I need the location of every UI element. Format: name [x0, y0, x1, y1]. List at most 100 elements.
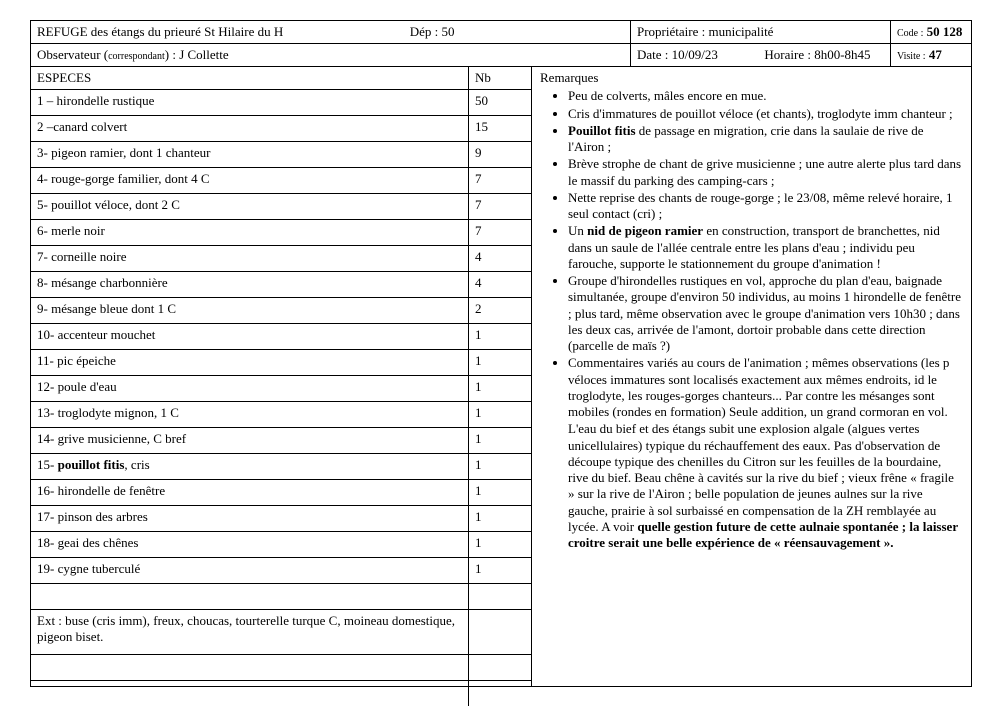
table-row: 7- corneille noire4 [31, 246, 531, 272]
species-nb: 1 [469, 506, 532, 532]
species-name: 13- troglodyte mignon, 1 C [31, 402, 469, 428]
date-text: Date : 10/09/23 [637, 47, 718, 62]
remark-item: Pouillot fitis de passage en migration, … [568, 123, 963, 156]
species-nb [469, 681, 532, 707]
species-name: 1 – hirondelle rustique [31, 90, 469, 116]
header-row-2: Observateur (correspondant) : J Collette… [31, 44, 971, 67]
species-nb: 7 [469, 168, 532, 194]
table-row: Ext : buse (cris imm), freux, choucas, t… [31, 610, 531, 655]
species-nb: 1 [469, 350, 532, 376]
table-row: 1 – hirondelle rustique50 [31, 90, 531, 116]
table-row: 15- pouillot fitis, cris1 [31, 454, 531, 480]
remarks-column: Remarques Peu de colverts, mâles encore … [532, 67, 971, 686]
table-row: 3- pigeon ramier, dont 1 chanteur9 [31, 142, 531, 168]
table-row: 2 –canard colvert15 [31, 116, 531, 142]
col-nb: Nb [469, 67, 532, 90]
species-name: 18- geai des chênes [31, 532, 469, 558]
species-nb: 2 [469, 298, 532, 324]
remark-item: Commentaires variés au cours de l'animat… [568, 355, 963, 420]
observateur-small: correspondant [108, 51, 165, 62]
proprietaire-text: Propriétaire : municipalité [637, 24, 773, 39]
species-name: 7- corneille noire [31, 246, 469, 272]
species-nb: 15 [469, 116, 532, 142]
species-nb: 4 [469, 246, 532, 272]
species-name: 16- hirondelle de fenêtre [31, 480, 469, 506]
horaire-text: Horaire : 8h00-8h45 [764, 47, 870, 62]
table-row: 17- pinson des arbres1 [31, 506, 531, 532]
species-name: 6- merle noir [31, 220, 469, 246]
table-row: 16- hirondelle de fenêtre1 [31, 480, 531, 506]
visite-cell: Visite : 47 [891, 44, 971, 66]
code-value: 50 128 [927, 24, 963, 39]
form-frame: REFUGE des étangs du prieuré St Hilaire … [30, 20, 972, 687]
species-name: 2 –canard colvert [31, 116, 469, 142]
table-row: 9- mésange bleue dont 1 C2 [31, 298, 531, 324]
remarks-title: Remarques [540, 70, 963, 86]
species-name: 3- pigeon ramier, dont 1 chanteur [31, 142, 469, 168]
table-row: 11- pic épeiche1 [31, 350, 531, 376]
species-nb: 7 [469, 220, 532, 246]
table-row: 19- cygne tuberculé1 [31, 558, 531, 584]
species-name [31, 655, 469, 681]
species-name: 19- cygne tuberculé [31, 558, 469, 584]
species-nb: 1 [469, 480, 532, 506]
table-row: 18- geai des chênes1 [31, 532, 531, 558]
visite-value: 47 [929, 47, 942, 62]
species-nb [469, 584, 532, 610]
header-row-1: REFUGE des étangs du prieuré St Hilaire … [31, 21, 971, 44]
remark-item: Nette reprise des chants de rouge-gorge … [568, 190, 963, 223]
species-name: 14- grive musicienne, C bref [31, 428, 469, 454]
table-row: 6- merle noir7 [31, 220, 531, 246]
date-horaire-cell: Date : 10/09/23 Horaire : 8h00-8h45 [631, 44, 891, 66]
page: REFUGE des étangs du prieuré St Hilaire … [0, 0, 1000, 707]
species-nb: 50 [469, 90, 532, 116]
species-name: 5- pouillot véloce, dont 2 C [31, 194, 469, 220]
species-nb [469, 655, 532, 681]
remarks-tail: L'eau du bief et des étangs subit une ex… [568, 421, 963, 551]
dep-text: Dép : 50 [410, 24, 455, 39]
species-name: 10- accenteur mouchet [31, 324, 469, 350]
table-row: 14- grive musicienne, C bref1 [31, 428, 531, 454]
species-name: 12- poule d'eau [31, 376, 469, 402]
remark-item: Peu de colverts, mâles encore en mue. [568, 88, 963, 104]
proprietaire-cell: Propriétaire : municipalité [631, 21, 891, 43]
species-nb: 1 [469, 324, 532, 350]
table-row: 4- rouge-gorge familier, dont 4 C7 [31, 168, 531, 194]
table-row [31, 655, 531, 681]
species-nb: 1 [469, 558, 532, 584]
species-table: ESPECES Nb 1 – hirondelle rustique502 –c… [31, 67, 531, 706]
species-name: 17- pinson des arbres [31, 506, 469, 532]
table-row: 8- mésange charbonnière4 [31, 272, 531, 298]
species-header-row: ESPECES Nb [31, 67, 531, 90]
remark-item: Groupe d'hirondelles rustiques en vol, a… [568, 273, 963, 354]
species-nb: 1 [469, 402, 532, 428]
observateur-cell: Observateur (correspondant) : J Collette [31, 44, 631, 66]
species-name: 4- rouge-gorge familier, dont 4 C [31, 168, 469, 194]
species-name: 11- pic épeiche [31, 350, 469, 376]
remarks-list: Peu de colverts, mâles encore en mue. Cri… [540, 88, 963, 420]
body: ESPECES Nb 1 – hirondelle rustique502 –c… [31, 67, 971, 686]
species-nb: 1 [469, 454, 532, 480]
species-name: Ext : buse (cris imm), freux, choucas, t… [31, 610, 469, 655]
species-nb: 4 [469, 272, 532, 298]
species-name: 15- pouillot fitis, cris [31, 454, 469, 480]
code-cell: Code : 50 128 [891, 21, 971, 43]
visite-label: Visite : [897, 51, 926, 62]
observateur-suffix: ) : J Collette [165, 47, 229, 62]
species-nb: 1 [469, 376, 532, 402]
species-column: ESPECES Nb 1 – hirondelle rustique502 –c… [31, 67, 532, 686]
species-name [31, 681, 469, 707]
species-name: 9- mésange bleue dont 1 C [31, 298, 469, 324]
col-especes: ESPECES [31, 67, 469, 90]
species-name [31, 584, 469, 610]
species-nb: 9 [469, 142, 532, 168]
table-row [31, 681, 531, 707]
code-label: Code : [897, 28, 923, 39]
table-row: 13- troglodyte mignon, 1 C1 [31, 402, 531, 428]
remark-item: Cris d'immatures de pouillot véloce (et … [568, 106, 963, 122]
species-nb: 1 [469, 532, 532, 558]
table-row: 10- accenteur mouchet1 [31, 324, 531, 350]
table-row: 5- pouillot véloce, dont 2 C7 [31, 194, 531, 220]
refuge-cell: REFUGE des étangs du prieuré St Hilaire … [31, 21, 631, 43]
species-nb: 1 [469, 428, 532, 454]
